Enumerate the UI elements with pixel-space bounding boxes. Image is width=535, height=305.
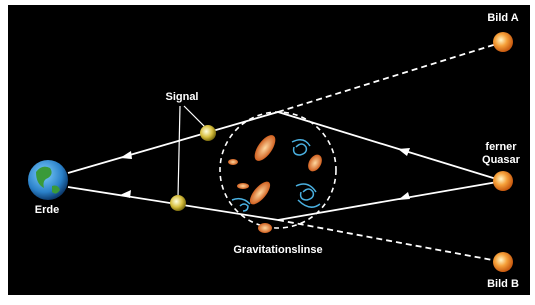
label: Signal bbox=[165, 91, 198, 103]
label: Bild A bbox=[487, 12, 518, 24]
label: Bild B bbox=[487, 278, 519, 290]
label: Gravitationslinse bbox=[233, 244, 322, 256]
quasar bbox=[493, 171, 513, 191]
label: Quasar bbox=[482, 154, 521, 166]
label: ferner bbox=[485, 141, 517, 153]
diagram: Bild A Signal ferner Quasar Erde Gravita… bbox=[0, 0, 535, 300]
image-a bbox=[493, 32, 513, 52]
signal-dot bbox=[170, 195, 186, 211]
signal-dot bbox=[200, 125, 216, 141]
label: Erde bbox=[35, 204, 59, 216]
page: Bild A Signal ferner Quasar Erde Gravita… bbox=[0, 0, 535, 300]
earth bbox=[28, 160, 68, 200]
image-b bbox=[493, 252, 513, 272]
